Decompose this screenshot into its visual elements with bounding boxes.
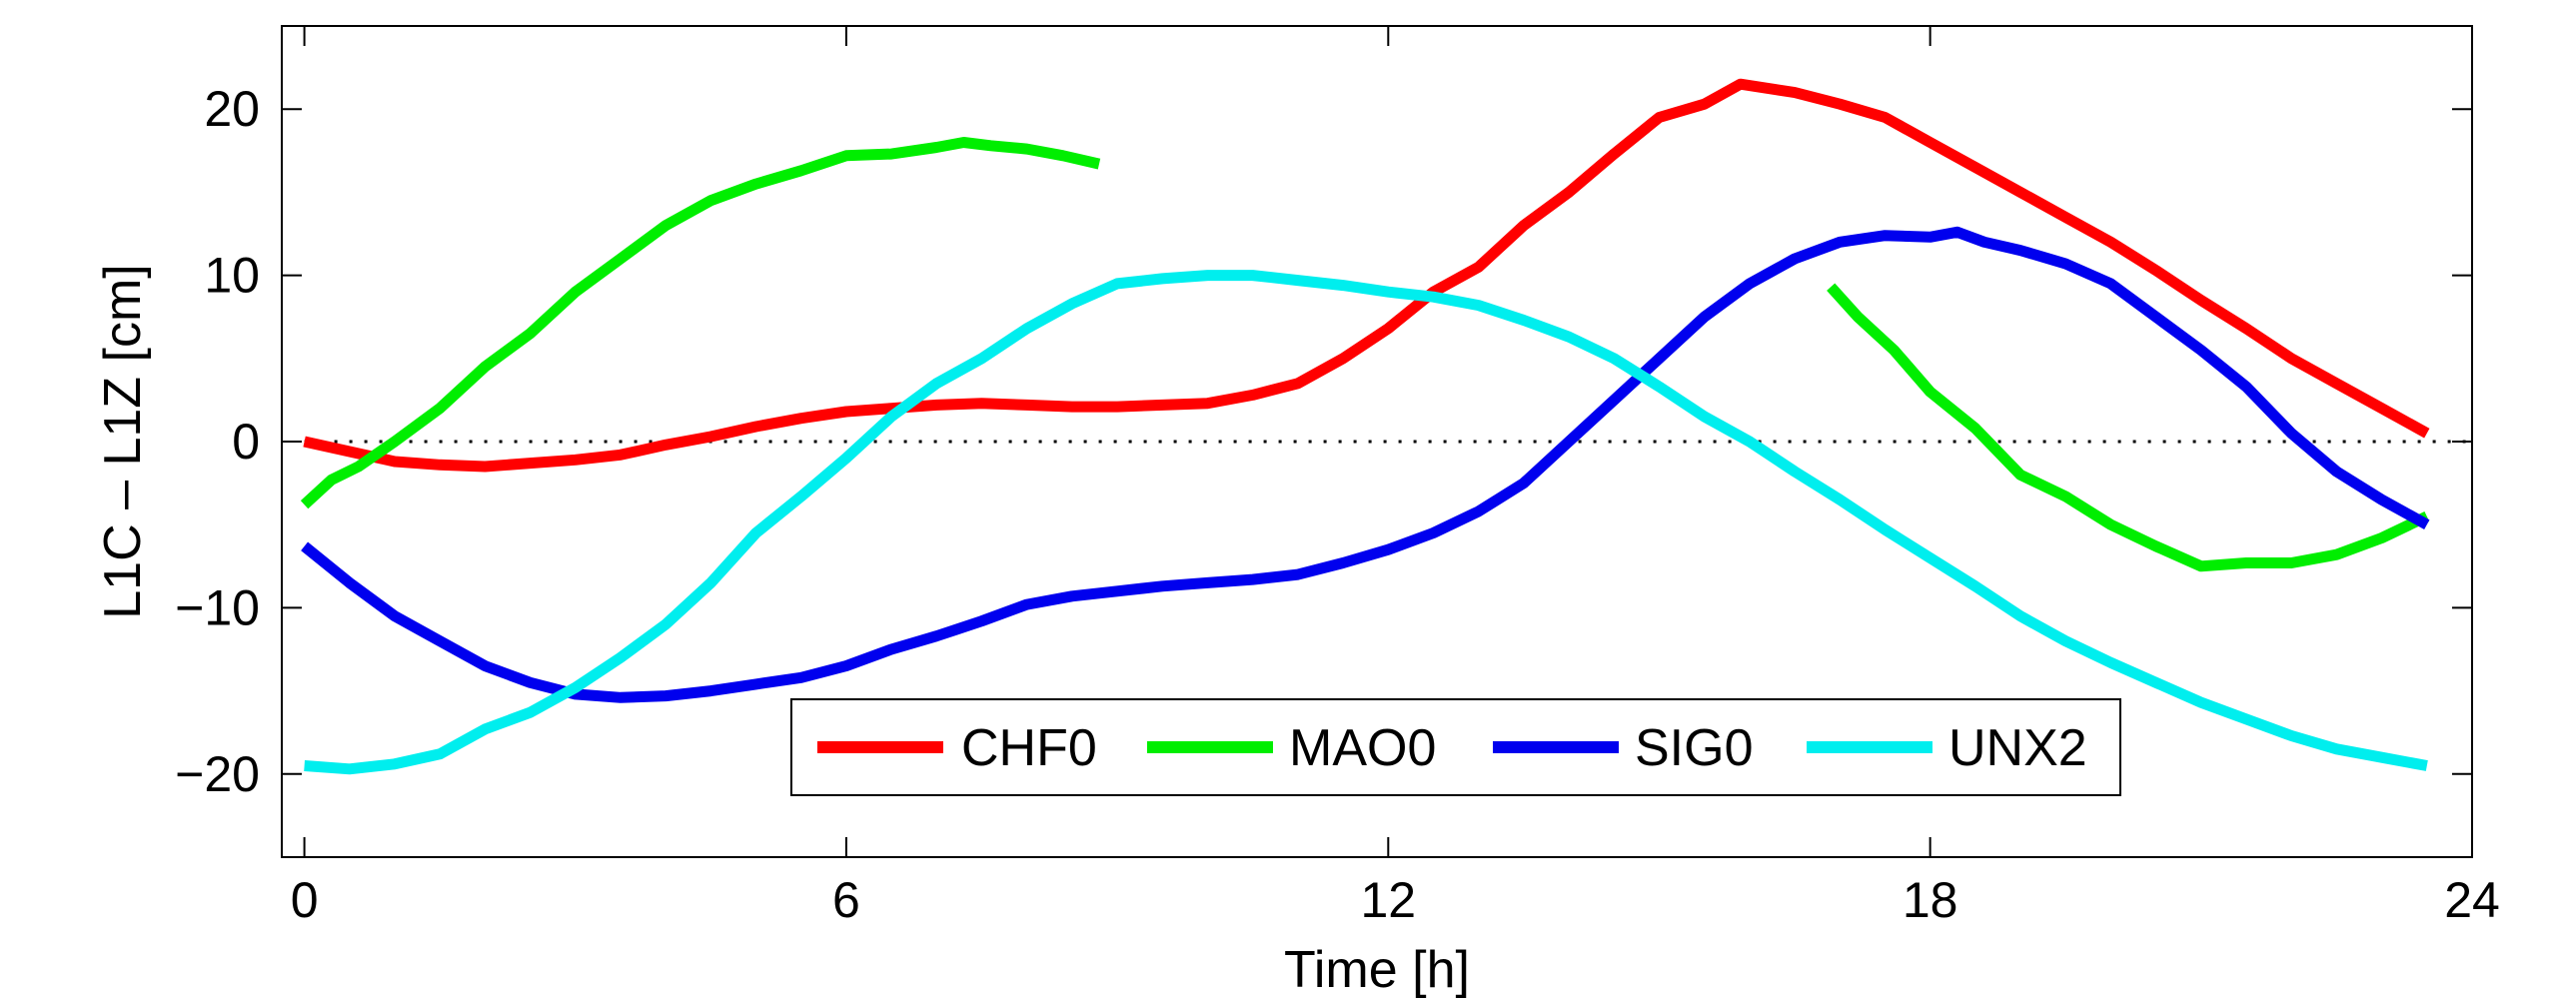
series-line-mao0: [300, 137, 1101, 509]
legend: CHF0 MAO0 SIG0 UNX2: [790, 698, 2121, 796]
plot-frame: [281, 25, 2473, 858]
series-layer: [300, 78, 2430, 775]
series-line-mao0-segment-2: [1827, 283, 2430, 572]
legend-label-chf0: CHF0: [961, 719, 1097, 777]
legend-label-unx2: UNX2: [1948, 719, 2087, 777]
series-line-chf0: [303, 78, 2430, 473]
x-tick-label: 6: [832, 872, 860, 928]
x-tick-label: 18: [1903, 872, 1958, 928]
series-line-unx2: [304, 270, 2428, 775]
y-axis-label: L1C – L1Z [cm]: [94, 264, 152, 618]
y-tick-label: 20: [204, 81, 260, 137]
x-tick-label: 12: [1360, 872, 1416, 928]
x-axis-label: Time [h]: [1284, 941, 1470, 999]
ticks-layer: 0 6 12 18 24 −20 −10 0 10 20: [175, 26, 2500, 928]
y-tick-label: 0: [232, 414, 260, 470]
legend-label-sig0: SIG0: [1635, 719, 1754, 777]
series-line-sig0: [301, 226, 2430, 703]
y-tick-label: 10: [204, 248, 260, 304]
legend-label-mao0: MAO0: [1289, 719, 1436, 777]
y-tick-label: −10: [175, 579, 260, 635]
x-tick-label: 24: [2444, 872, 2500, 928]
x-tick-label: 0: [291, 872, 319, 928]
y-tick-label: −20: [175, 746, 260, 802]
